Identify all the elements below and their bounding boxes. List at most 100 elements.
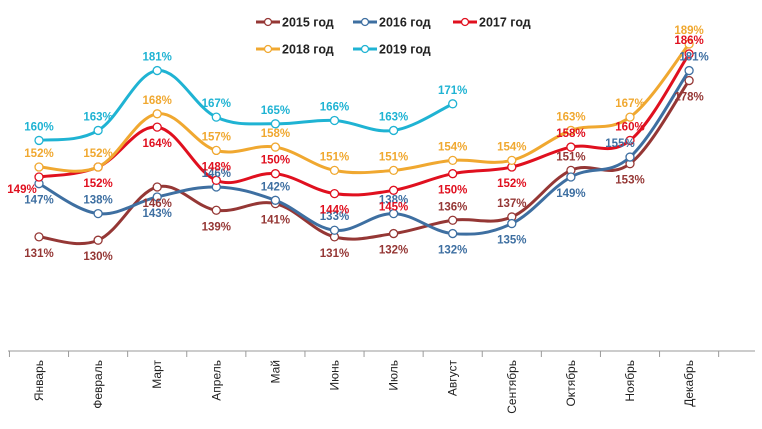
series-3-point: [329, 188, 340, 199]
series-3-data-label: 145%: [379, 201, 408, 213]
series-3-line: [37, 52, 691, 197]
legend-label: 2017 год: [479, 16, 531, 30]
series-3-data-label: 152%: [83, 178, 112, 190]
series-1-point: [684, 75, 694, 86]
series-5-point: [211, 112, 221, 122]
series-3-data-label: 160%: [615, 121, 644, 133]
series-4-line: [37, 42, 691, 175]
series-4-data-label: 168%: [142, 95, 171, 107]
legend-label: 2016 год: [379, 16, 431, 30]
series-2-data-label: 146%: [202, 168, 231, 180]
legend-item: 2018 год: [256, 43, 334, 57]
series-3-data-label: 164%: [142, 138, 171, 150]
series-2-point: [93, 208, 103, 219]
series-5-point: [270, 119, 281, 129]
x-tick-label: Октябрь: [564, 360, 578, 407]
legend-item: 2019 год: [353, 43, 431, 57]
series-3-data-label: 150%: [438, 185, 467, 197]
series-2-data-label: 143%: [142, 208, 171, 220]
x-tick-label: Ноябрь: [623, 360, 637, 402]
series-2-point: [329, 225, 340, 235]
series-4-point: [152, 109, 162, 119]
series-2-data-label: 138%: [379, 195, 408, 207]
series-2-point: [684, 65, 694, 76]
x-tick-label: Апрель: [209, 360, 223, 401]
series-1-data-label: 178%: [674, 92, 703, 104]
series-3-point: [211, 175, 221, 185]
series-4-point: [566, 125, 576, 136]
series-3-point: [34, 172, 44, 182]
series-3-point: [566, 142, 576, 152]
series-3-point: [625, 135, 635, 146]
series-4-data-label: 167%: [615, 98, 644, 110]
series-4-data-label: 158%: [261, 128, 290, 140]
legend-swatch-marker: [263, 17, 273, 27]
series-4-point: [270, 142, 281, 152]
series-3-data-label: 150%: [261, 155, 290, 167]
series-2-data-label: 149%: [556, 188, 585, 200]
series-5-point: [93, 125, 103, 136]
series-5-point: [448, 99, 458, 109]
series-2-data-label: 132%: [438, 245, 467, 257]
series-1-data-label: 151%: [556, 151, 585, 163]
series-1-point: [388, 228, 399, 239]
series-3-point: [684, 49, 694, 59]
x-tick-label: Сентябрь: [505, 360, 519, 414]
x-tick-label: Январь: [32, 360, 46, 401]
series-3-point: [152, 122, 162, 132]
series-5-point: [388, 125, 399, 136]
series-2-point: [388, 208, 399, 219]
series-3-data-label: 152%: [497, 178, 526, 190]
series-4-data-label: 152%: [83, 148, 112, 160]
series-3-data-label: 158%: [556, 128, 585, 140]
series-5-data-label: 171%: [438, 85, 467, 97]
legend-swatch-marker: [360, 44, 370, 54]
legend-label: 2015 год: [282, 16, 334, 30]
series-1-data-label: 131%: [320, 248, 349, 260]
series-2-data-label: 147%: [24, 195, 53, 207]
series-3-point: [270, 169, 281, 179]
series-3-data-label: 149%: [7, 184, 36, 196]
series-5-data-label: 167%: [202, 98, 231, 110]
series-4-point: [34, 162, 44, 172]
series-2-point: [507, 218, 517, 229]
series-5-point: [329, 115, 340, 126]
series-1-point: [211, 205, 221, 215]
series-1-data-label: 139%: [202, 221, 231, 233]
series-4-data-label: 163%: [556, 111, 585, 123]
series-3-data-label: 148%: [202, 161, 231, 173]
x-tick-label: Июнь: [328, 360, 342, 391]
series-3-data-label: 144%: [320, 205, 349, 217]
series-4-point: [625, 112, 635, 122]
series-5-data-label: 165%: [261, 105, 290, 117]
series-2-point: [448, 228, 458, 239]
series-1-data-label: 153%: [615, 175, 644, 187]
series-1-line: [37, 79, 691, 246]
series-4-point: [684, 39, 694, 49]
legend-swatch-marker: [360, 17, 370, 27]
series-5-data-label: 163%: [83, 111, 112, 123]
series-3-data-label: 186%: [674, 35, 703, 47]
series-5-data-label: 166%: [320, 101, 349, 113]
series-1-point: [152, 182, 162, 192]
legend-item: 2016 год: [353, 16, 431, 30]
legend-swatch-marker: [263, 44, 273, 54]
series-1-data-label: 130%: [83, 251, 112, 263]
series-4-point: [388, 165, 399, 176]
legend-swatch-marker: [460, 17, 470, 27]
x-tick-label: Июль: [387, 360, 401, 391]
series-2-data-label: 181%: [679, 52, 708, 64]
series-4-point: [93, 162, 103, 172]
series-4-data-label: 151%: [320, 151, 349, 163]
series-2-line: [37, 69, 691, 236]
series-3-point: [448, 169, 458, 179]
series-1-point: [448, 215, 458, 225]
series-4-data-label: 154%: [497, 141, 526, 153]
series-5-data-label: 181%: [142, 52, 171, 64]
x-tick-label: Февраль: [91, 360, 105, 409]
x-tick-label: Декабрь: [682, 360, 696, 407]
series-2-data-label: 142%: [261, 181, 290, 193]
series-4-data-label: 189%: [674, 25, 703, 37]
